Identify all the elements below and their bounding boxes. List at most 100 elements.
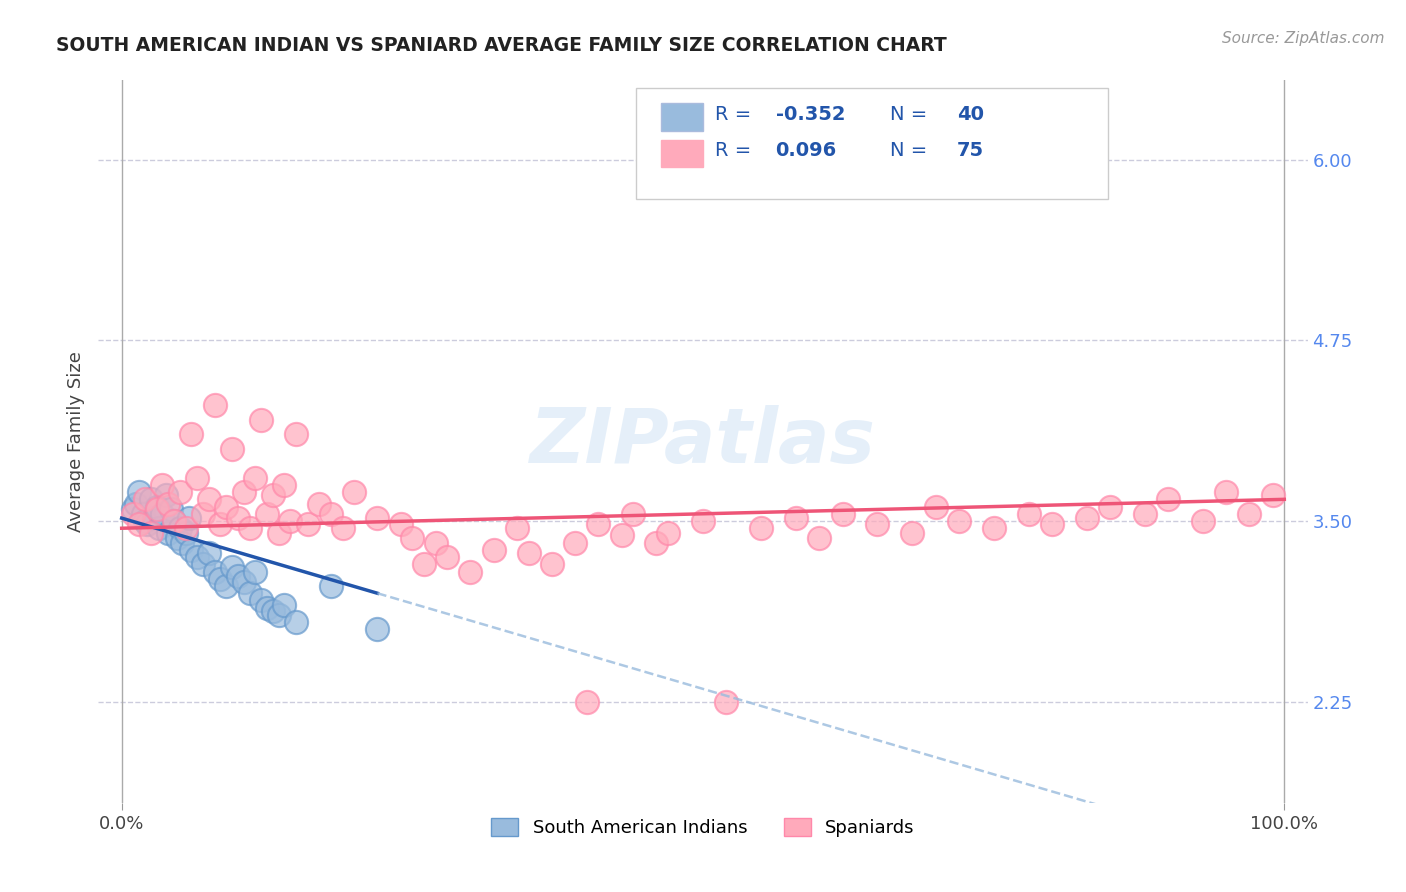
Point: [122, 507, 145, 521]
Y-axis label: Average Family Size: Average Family Size: [66, 351, 84, 532]
Point: [413, 558, 436, 572]
Point: [517, 546, 540, 560]
Point: [250, 413, 273, 427]
Point: [180, 542, 202, 557]
Point: [239, 586, 262, 600]
Point: [564, 535, 586, 549]
Point: [215, 579, 238, 593]
Point: [267, 525, 290, 540]
Point: [256, 600, 278, 615]
Point: [297, 516, 319, 531]
Point: [1098, 500, 1121, 514]
Point: [180, 427, 202, 442]
Point: [186, 471, 208, 485]
Point: [232, 574, 254, 589]
Point: [136, 516, 159, 531]
Point: [482, 542, 505, 557]
Point: [134, 514, 156, 528]
Point: [245, 471, 267, 485]
Text: 0.096: 0.096: [776, 141, 837, 160]
Point: [198, 492, 221, 507]
Point: [148, 521, 170, 535]
Point: [245, 565, 267, 579]
Point: [262, 488, 284, 502]
Point: [1076, 511, 1098, 525]
Point: [1157, 492, 1180, 507]
Point: [366, 623, 388, 637]
Point: [831, 507, 853, 521]
Point: [278, 514, 301, 528]
Point: [1133, 507, 1156, 521]
Point: [145, 502, 167, 516]
Point: [588, 516, 610, 531]
Point: [221, 442, 243, 456]
Point: [226, 569, 249, 583]
Point: [308, 497, 330, 511]
Point: [610, 528, 633, 542]
Point: [157, 525, 180, 540]
FancyBboxPatch shape: [637, 87, 1108, 200]
Point: [285, 615, 308, 630]
Point: [204, 398, 226, 412]
Point: [215, 500, 238, 514]
Point: [924, 500, 946, 514]
Text: 40: 40: [957, 104, 984, 124]
Point: [749, 521, 772, 535]
Point: [134, 492, 156, 507]
Point: [285, 427, 308, 442]
Point: [1261, 488, 1284, 502]
Point: [343, 485, 366, 500]
Point: [124, 497, 146, 511]
Point: [155, 488, 177, 502]
Text: 75: 75: [957, 141, 984, 160]
Point: [145, 500, 167, 514]
Point: [169, 485, 191, 500]
Point: [808, 532, 831, 546]
Point: [319, 507, 342, 521]
Point: [273, 598, 295, 612]
Legend: South American Indians, Spaniards: South American Indians, Spaniards: [484, 811, 922, 845]
Point: [157, 497, 180, 511]
Point: [1018, 507, 1040, 521]
Point: [267, 607, 290, 622]
Point: [256, 507, 278, 521]
FancyBboxPatch shape: [661, 139, 703, 167]
Point: [172, 535, 194, 549]
Point: [122, 502, 145, 516]
Point: [506, 521, 529, 535]
Text: -0.352: -0.352: [776, 104, 845, 124]
Point: [179, 511, 201, 525]
Point: [540, 558, 562, 572]
Point: [128, 485, 150, 500]
Point: [1239, 507, 1261, 521]
Point: [139, 492, 162, 507]
Point: [204, 565, 226, 579]
Point: [150, 507, 173, 521]
Text: N =: N =: [890, 104, 934, 124]
Point: [191, 507, 214, 521]
Point: [250, 593, 273, 607]
Point: [948, 514, 970, 528]
Point: [716, 695, 738, 709]
Point: [692, 514, 714, 528]
FancyBboxPatch shape: [661, 103, 703, 131]
Point: [401, 532, 423, 546]
Point: [163, 514, 186, 528]
Point: [139, 525, 162, 540]
Point: [460, 565, 482, 579]
Point: [436, 550, 458, 565]
Point: [150, 478, 173, 492]
Point: [657, 525, 679, 540]
Point: [262, 604, 284, 618]
Point: [163, 514, 186, 528]
Point: [186, 550, 208, 565]
Point: [366, 511, 388, 525]
Point: [645, 535, 668, 549]
Point: [226, 511, 249, 525]
Point: [983, 521, 1005, 535]
Text: SOUTH AMERICAN INDIAN VS SPANIARD AVERAGE FAMILY SIZE CORRELATION CHART: SOUTH AMERICAN INDIAN VS SPANIARD AVERAG…: [56, 36, 948, 54]
Point: [1215, 485, 1237, 500]
Point: [425, 535, 447, 549]
Point: [128, 516, 150, 531]
Point: [389, 516, 412, 531]
